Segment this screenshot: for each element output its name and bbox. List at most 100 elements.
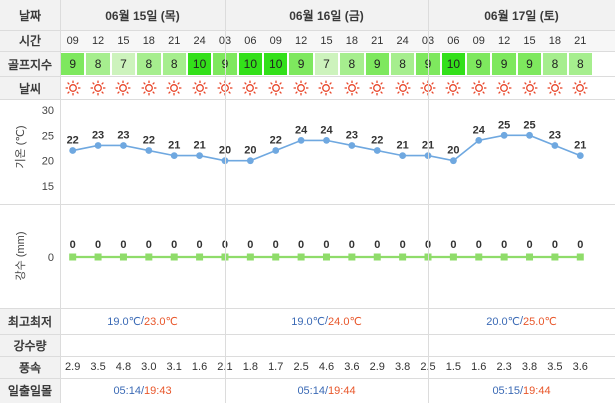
rain-data-label: 0 [526, 239, 532, 251]
temperature-data-label: 20 [447, 145, 459, 157]
rain-point [196, 253, 204, 261]
hour-cell: 09 [269, 34, 282, 47]
golf-score-cell: 9 [365, 53, 389, 75]
min-temp: 20.0℃ [486, 315, 520, 328]
row-divider [0, 334, 615, 335]
sunset-time: 19:43 [144, 384, 172, 397]
golf-score-cell: 8 [340, 53, 364, 75]
golf-score-cell: 8 [137, 53, 161, 75]
sun-icon [85, 77, 110, 99]
hour-cell: 12 [91, 34, 105, 47]
golf-score-cell: 10 [238, 53, 263, 75]
row-divider [0, 30, 615, 31]
rain-point [475, 253, 483, 261]
sunset-time: 19:44 [328, 384, 356, 397]
sunset-time: 19:44 [523, 384, 551, 397]
minmax-day-2: 19.0℃/24.0℃ [225, 308, 428, 334]
rain-point [373, 253, 381, 261]
temperature-data-label: 25 [523, 119, 535, 131]
sun-icon [60, 77, 85, 99]
sun-icon [263, 77, 288, 99]
rain-data-label: 0 [374, 239, 380, 251]
sun-icon [314, 77, 339, 99]
rain-point [94, 253, 102, 261]
rain-point [119, 253, 127, 261]
golf-score-cell: 9 [492, 53, 516, 75]
rain-data-label: 0 [476, 239, 482, 251]
temperature-data-label: 21 [397, 140, 409, 152]
hour-cell: 21 [168, 34, 181, 47]
temperature-point [297, 137, 305, 144]
row-divider [0, 356, 615, 357]
golf-score-cell: 7 [111, 53, 136, 75]
rain-point [246, 253, 254, 261]
rain-data-label: 0 [552, 239, 558, 251]
wind-label: 풍속 [0, 356, 60, 378]
label-column-divider [60, 0, 61, 403]
temperature-data-label: 20 [244, 145, 256, 157]
golf-score-cell: 10 [187, 53, 212, 75]
rain-data-label: 0 [273, 239, 279, 251]
golf-score-cell: 8 [390, 53, 415, 75]
date-row [0, 0, 615, 30]
temperature-point [399, 152, 407, 159]
sun-icon [212, 77, 237, 99]
temperature-data-label: 24 [295, 124, 308, 136]
max-temp: 23.0℃ [144, 315, 178, 328]
rain-point [551, 253, 559, 261]
sun-icon [390, 77, 415, 99]
weather-label: 날씨 [0, 77, 60, 99]
golf-score-cell: 9 [61, 53, 85, 75]
temperature-point [475, 137, 483, 144]
temperature-data-label: 23 [117, 129, 129, 141]
golf-score-cell: 8 [543, 53, 567, 75]
max-temp: 25.0℃ [523, 315, 557, 328]
hour-cell: 12 [498, 34, 511, 47]
temperature-data-label: 23 [92, 129, 104, 141]
rain-point [576, 253, 584, 261]
golf-score-cell: 9 [213, 53, 237, 75]
temperature-point [551, 142, 559, 149]
rain-data-label: 0 [146, 239, 152, 251]
sun-icon [466, 77, 491, 99]
hour-cell: 09 [472, 34, 485, 47]
sun-icon [568, 77, 593, 99]
temperature-point [246, 157, 254, 165]
date-label: 날짜 [0, 0, 60, 30]
temperature-point [94, 142, 102, 149]
rain-data-label: 0 [349, 239, 355, 251]
wind-cell: 1.6 [191, 361, 208, 373]
hour-cell: 21 [574, 34, 587, 47]
temperature-point [221, 157, 229, 165]
wind-cell: 4.8 [115, 361, 132, 373]
day-title-1: 06월 15일 (목) [105, 8, 180, 23]
time-row [0, 30, 615, 51]
golf-index-label: 골프지수 [0, 52, 60, 76]
minmax-day-1: 19.0℃/23.0℃ [60, 308, 225, 334]
rain-point [399, 253, 407, 261]
sun-icon [339, 77, 364, 99]
y-tick-label: 25 [42, 130, 54, 142]
wind-cell: 2.9 [369, 361, 385, 373]
sun-icon [441, 77, 466, 99]
rain-data-label: 0 [95, 239, 101, 251]
y-tick-label: 0 [48, 252, 54, 264]
hour-cell: 18 [345, 34, 358, 47]
temperature-data-label: 25 [498, 119, 510, 131]
y-tick-label: 20 [42, 156, 54, 168]
wind-cell: 3.1 [166, 361, 182, 373]
golf-score-cell: 7 [314, 53, 339, 75]
wind-cell: 3.5 [547, 361, 563, 373]
temperature-data-label: 20 [219, 145, 231, 157]
temperature-point [272, 147, 280, 154]
hour-cell: 18 [548, 34, 562, 47]
sun-times-day-3: 05:15/19:44 [428, 378, 615, 403]
rain-data-label: 0 [247, 239, 253, 251]
temperature-data-label: 22 [371, 135, 383, 147]
separator: / [324, 384, 329, 397]
row-divider [0, 308, 615, 309]
golf-score-cell: 9 [467, 53, 491, 75]
wind-cell: 2.5 [293, 361, 309, 373]
rain-data-label: 0 [577, 239, 583, 251]
